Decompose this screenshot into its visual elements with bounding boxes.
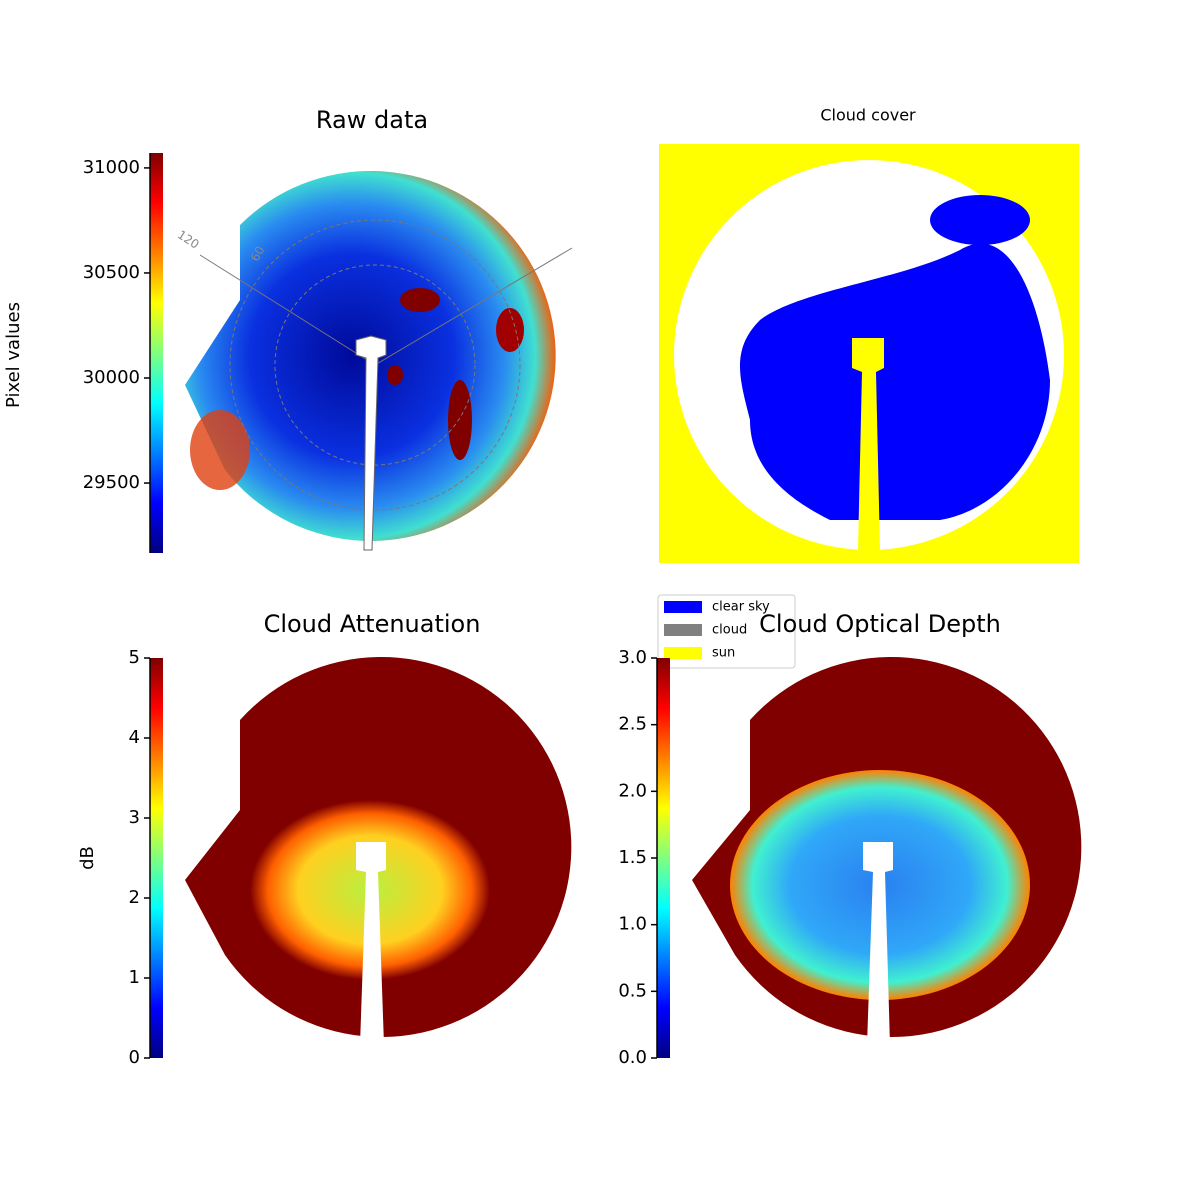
polar-label: 120 (175, 227, 202, 251)
tick-label: 1 (129, 967, 140, 988)
attenuation-image (185, 656, 572, 1045)
tick-label: 1.5 (618, 847, 647, 868)
tick-label: 31000 (83, 157, 140, 178)
raw-image (185, 170, 573, 551)
colorbar-label: dB (77, 846, 98, 870)
legend-swatch (664, 601, 702, 613)
legend-label: cloud (712, 623, 747, 638)
tick-label: 30000 (83, 367, 140, 388)
colorbar (150, 153, 163, 553)
colorbar (657, 658, 670, 1058)
tick-label: 2 (129, 887, 140, 908)
tick-label: 3 (129, 807, 140, 828)
cod-image (692, 656, 1082, 1045)
colorbar-label: Pixel values (3, 302, 24, 408)
legend-swatch (664, 624, 702, 636)
colorbar (150, 658, 163, 1058)
tick-label: 1.0 (618, 914, 647, 935)
tick-label: 0.5 (618, 980, 647, 1001)
tick-label: 3.0 (618, 647, 647, 668)
tick-label: 2.0 (618, 780, 647, 801)
polar-label: 60 (248, 244, 268, 264)
panel-title: Cloud Optical Depth (759, 610, 1001, 638)
tick-label: 29500 (83, 472, 140, 493)
tick-label: 0 (129, 1047, 140, 1068)
panel-title: Cloud cover (820, 106, 916, 125)
panel-title: Cloud Attenuation (264, 610, 481, 638)
tick-label: 0.0 (618, 1047, 647, 1068)
legend-label: sun (712, 646, 735, 661)
tick-label: 4 (129, 727, 140, 748)
tick-label: 30500 (83, 262, 140, 283)
legend-swatch (664, 647, 702, 659)
cloud-cover-image (659, 144, 1079, 563)
legend-label: clear sky (712, 600, 770, 615)
tick-label: 2.5 (618, 714, 647, 735)
panel-title: Raw data (316, 106, 428, 134)
tick-label: 5 (129, 647, 140, 668)
